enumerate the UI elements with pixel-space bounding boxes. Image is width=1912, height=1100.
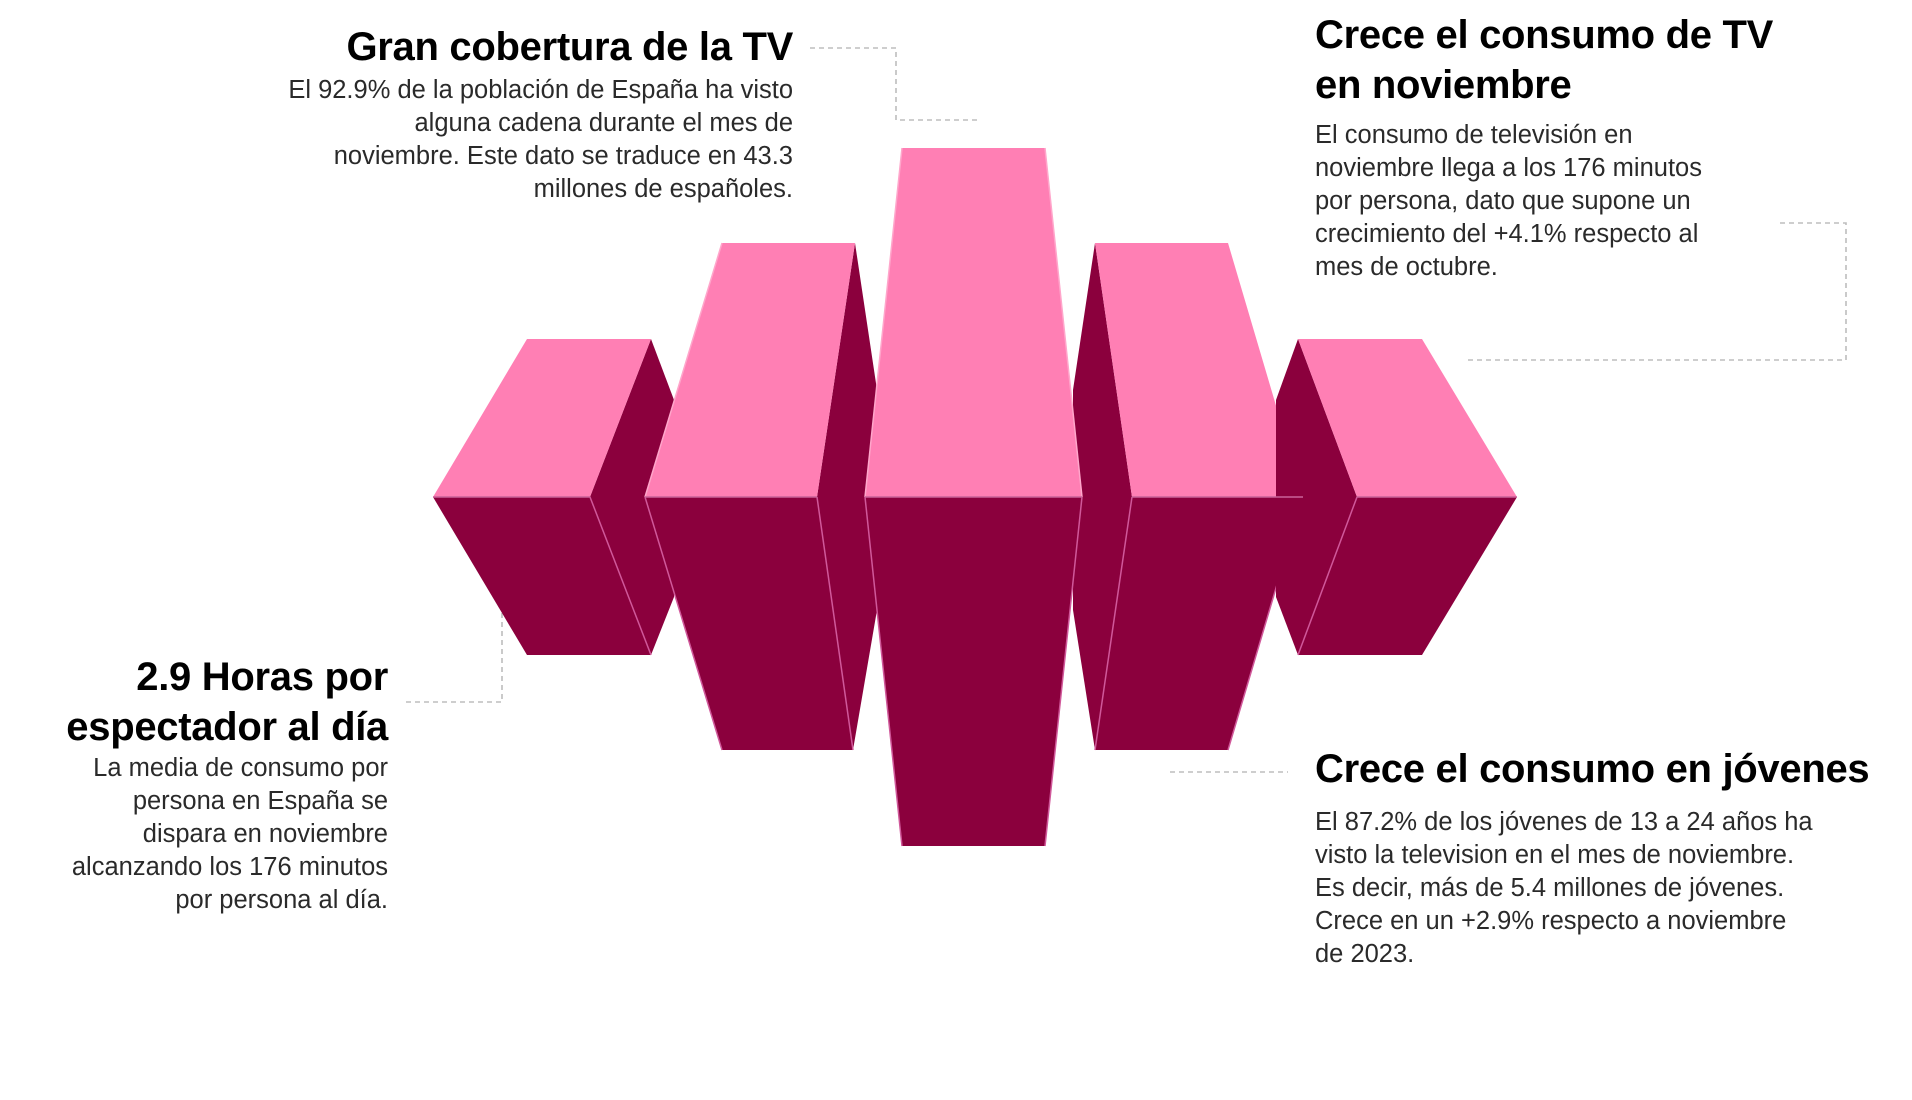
bar-1-front-face <box>433 497 651 655</box>
bar-5-side-face <box>1276 339 1357 655</box>
consumption-growth-callout: Crece el consumo de TV en noviembre El c… <box>1315 10 1773 284</box>
coverage-callout: Gran cobertura de la TV El 92.9% de la p… <box>288 22 793 206</box>
hours-per-viewer-body-line: La media de consumo por <box>93 754 388 782</box>
bar-2 <box>644 242 877 751</box>
coverage-body-line: alguna cadena durante el mes de <box>414 109 793 137</box>
bar-5-front-face <box>1298 497 1517 655</box>
consumption-growth-heading-line: en noviembre <box>1315 63 1572 107</box>
consumption-growth-body-line: mes de octubre. <box>1315 253 1498 281</box>
hours-per-viewer-body: La media de consumo por persona en Españ… <box>66 752 388 917</box>
youth-growth-heading: Crece el consumo en jóvenes <box>1315 747 1870 791</box>
hours-per-viewer-body-line: dispara en noviembre <box>142 820 388 848</box>
consumption-growth-body-line: noviembre llega a los 176 minutos <box>1315 154 1702 182</box>
youth-growth-callout: Crece el consumo en jóvenes El 87.2% de … <box>1315 744 1870 971</box>
bar-5 <box>1276 339 1517 656</box>
consumption-growth-body-line: El consumo de televisión en <box>1315 121 1633 149</box>
bar-1-side-face <box>590 339 674 655</box>
consumption-growth-body-line: crecimiento del +4.1% respecto al <box>1315 220 1699 248</box>
bar-3-front-face <box>865 497 1082 846</box>
bar-4 <box>1073 243 1304 751</box>
hours-per-viewer-callout: 2.9 Horas por espectador al día La media… <box>66 652 388 917</box>
youth-growth-body-line: El 87.2% de los jóvenes de 13 a 24 años … <box>1315 808 1813 836</box>
leader-line-coverage <box>810 47 980 121</box>
coverage-body-line: millones de españoles. <box>533 175 793 203</box>
bar-2-side-face <box>817 243 877 750</box>
hours-per-viewer-body-line: alcanzando los 176 minutos <box>71 853 388 881</box>
youth-growth-body-line: Es decir, más de 5.4 millones de jóvenes… <box>1315 874 1785 902</box>
coverage-body-line: El 92.9% de la población de España ha vi… <box>288 76 793 104</box>
hours-per-viewer-heading: 2.9 Horas por espectador al día <box>66 652 388 752</box>
hours-per-viewer-body-line: persona en España se <box>132 787 388 815</box>
youth-growth-body: El 87.2% de los jóvenes de 13 a 24 años … <box>1315 806 1869 971</box>
consumption-growth-heading: Crece el consumo de TV en noviembre <box>1315 10 1773 110</box>
bar-2-front-face <box>645 497 853 750</box>
bar-3-top-face <box>865 148 1082 497</box>
coverage-body: El 92.9% de la población de España ha vi… <box>288 74 793 206</box>
bar-3 <box>864 147 1083 847</box>
bar-4-front-face <box>1095 497 1303 750</box>
bar-1 <box>433 339 674 656</box>
youth-growth-body-line: Crece en un +2.9% respecto a noviembre <box>1315 907 1787 935</box>
bar-4-side-face <box>1073 243 1132 750</box>
bar-1-top-face <box>433 339 651 497</box>
bar-4-top-face <box>1095 243 1303 497</box>
bar-2-top-face <box>645 243 855 497</box>
youth-growth-body-line: visto la television en el mes de noviemb… <box>1315 841 1795 869</box>
hours-per-viewer-body-line: por persona al día. <box>175 886 388 914</box>
bar-5-top-face <box>1298 339 1517 497</box>
hours-per-viewer-heading-line: espectador al día <box>66 705 388 749</box>
hours-per-viewer-heading-line: 2.9 Horas por <box>136 655 388 699</box>
coverage-heading: Gran cobertura de la TV <box>346 25 793 69</box>
consumption-growth-body: El consumo de televisión en noviembre ll… <box>1315 119 1773 284</box>
consumption-growth-heading-line: Crece el consumo de TV <box>1315 13 1773 57</box>
consumption-growth-body-line: por persona, dato que supone un <box>1315 187 1691 215</box>
youth-growth-body-line: de 2023. <box>1315 940 1415 968</box>
coverage-body-line: noviembre. Este dato se traduce en 43.3 <box>333 142 793 170</box>
